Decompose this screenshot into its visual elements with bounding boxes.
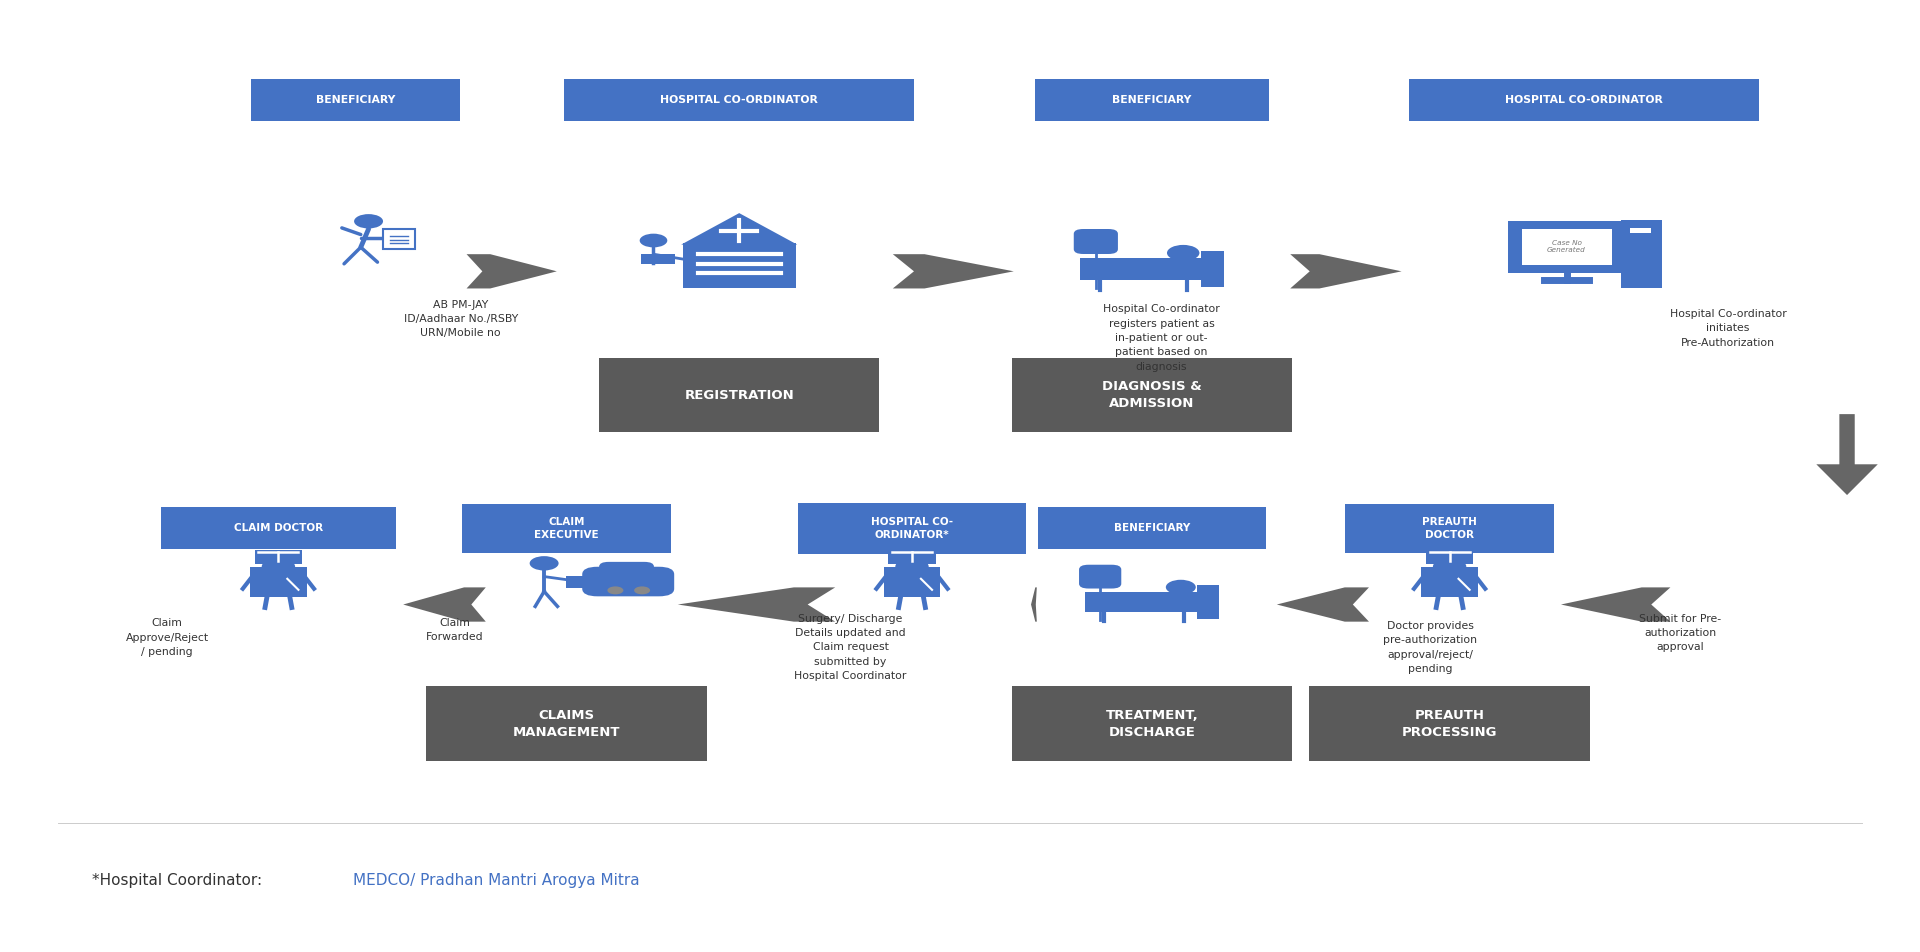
Polygon shape (678, 587, 835, 622)
Polygon shape (1277, 587, 1369, 622)
FancyBboxPatch shape (883, 567, 941, 597)
Text: TREATMENT,
DISCHARGE: TREATMENT, DISCHARGE (1106, 708, 1198, 739)
FancyBboxPatch shape (1200, 251, 1225, 288)
Text: CLAIM DOCTOR: CLAIM DOCTOR (234, 524, 323, 533)
FancyBboxPatch shape (582, 566, 674, 596)
Text: Hospital Co-ordinator
initiates
Pre-Authorization: Hospital Co-ordinator initiates Pre-Auth… (1670, 309, 1786, 347)
Text: PREAUTH
PROCESSING: PREAUTH PROCESSING (1402, 708, 1498, 739)
FancyBboxPatch shape (1521, 228, 1611, 265)
FancyBboxPatch shape (1037, 507, 1267, 549)
FancyBboxPatch shape (566, 576, 595, 588)
Text: Case No
Generated: Case No Generated (1548, 240, 1586, 253)
FancyBboxPatch shape (889, 550, 935, 565)
FancyBboxPatch shape (1507, 221, 1626, 273)
Circle shape (634, 586, 651, 594)
Circle shape (261, 558, 296, 575)
Circle shape (607, 586, 624, 594)
FancyArrow shape (1816, 414, 1878, 495)
Circle shape (1167, 245, 1200, 261)
Text: HOSPITAL CO-ORDINATOR: HOSPITAL CO-ORDINATOR (660, 95, 818, 105)
Text: BENEFICIARY: BENEFICIARY (315, 95, 396, 105)
FancyBboxPatch shape (641, 254, 674, 264)
Text: HOSPITAL CO-ORDINATOR: HOSPITAL CO-ORDINATOR (1505, 95, 1663, 105)
Text: Surgery/ Discharge
Details updated and
Claim request
submitted by
Hospital Coord: Surgery/ Discharge Details updated and C… (795, 613, 906, 682)
FancyBboxPatch shape (799, 503, 1025, 554)
Circle shape (639, 233, 668, 248)
Text: *Hospital Coordinator:: *Hospital Coordinator: (92, 873, 267, 888)
Polygon shape (467, 254, 557, 288)
FancyBboxPatch shape (1630, 228, 1651, 233)
Circle shape (895, 558, 929, 575)
Text: Hospital Co-ordinator
registers patient as
in-patient or out-
patient based on
d: Hospital Co-ordinator registers patient … (1104, 304, 1219, 372)
Text: REGISTRATION: REGISTRATION (684, 388, 795, 402)
FancyBboxPatch shape (1409, 79, 1759, 121)
Text: Claim
Approve/Reject
/ pending: Claim Approve/Reject / pending (125, 619, 209, 657)
FancyBboxPatch shape (1073, 229, 1117, 254)
Circle shape (530, 556, 559, 570)
FancyBboxPatch shape (1012, 358, 1292, 432)
Circle shape (353, 214, 384, 228)
FancyBboxPatch shape (1196, 585, 1219, 619)
FancyBboxPatch shape (1344, 504, 1555, 553)
FancyBboxPatch shape (1421, 567, 1478, 597)
Polygon shape (1561, 587, 1670, 622)
FancyBboxPatch shape (255, 550, 301, 565)
Text: BENEFICIARY: BENEFICIARY (1114, 524, 1190, 533)
FancyBboxPatch shape (1012, 686, 1292, 761)
Polygon shape (1290, 254, 1402, 288)
FancyBboxPatch shape (426, 686, 707, 761)
FancyBboxPatch shape (564, 79, 914, 121)
Text: CLAIM
EXECUTIVE: CLAIM EXECUTIVE (534, 517, 599, 540)
FancyBboxPatch shape (1035, 79, 1269, 121)
FancyBboxPatch shape (599, 562, 655, 581)
Text: MEDCO/ Pradhan Mantri Arogya Mitra: MEDCO/ Pradhan Mantri Arogya Mitra (353, 873, 639, 888)
Circle shape (1432, 558, 1467, 575)
FancyBboxPatch shape (1079, 565, 1121, 588)
FancyBboxPatch shape (461, 504, 672, 553)
Text: AB PM-JAY
ID/Aadhaar No./RSBY
URN/Mobile no: AB PM-JAY ID/Aadhaar No./RSBY URN/Mobile… (403, 300, 518, 338)
Polygon shape (682, 213, 797, 245)
Text: Doctor provides
pre-authorization
approval/reject/
pending: Doctor provides pre-authorization approv… (1384, 621, 1476, 674)
Circle shape (1165, 580, 1196, 595)
FancyBboxPatch shape (1079, 259, 1225, 280)
FancyBboxPatch shape (161, 507, 396, 549)
Text: HOSPITAL CO-
ORDINATOR*: HOSPITAL CO- ORDINATOR* (872, 517, 952, 540)
FancyBboxPatch shape (1085, 592, 1219, 612)
FancyBboxPatch shape (599, 358, 879, 432)
Text: Claim
Forwarded: Claim Forwarded (426, 618, 484, 643)
Polygon shape (893, 254, 1014, 288)
Text: BENEFICIARY: BENEFICIARY (1112, 95, 1192, 105)
FancyBboxPatch shape (1309, 686, 1590, 761)
Text: Submit for Pre-
authorization
approval: Submit for Pre- authorization approval (1640, 614, 1720, 652)
Polygon shape (1031, 587, 1037, 622)
Text: CLAIMS
MANAGEMENT: CLAIMS MANAGEMENT (513, 708, 620, 739)
FancyBboxPatch shape (1427, 550, 1473, 565)
Text: PREAUTH
DOCTOR: PREAUTH DOCTOR (1423, 517, 1476, 540)
FancyBboxPatch shape (382, 228, 415, 249)
Text: DIAGNOSIS &
ADMISSION: DIAGNOSIS & ADMISSION (1102, 380, 1202, 410)
Polygon shape (403, 587, 486, 622)
FancyBboxPatch shape (250, 79, 461, 121)
FancyBboxPatch shape (250, 567, 307, 597)
FancyBboxPatch shape (1620, 221, 1663, 288)
FancyBboxPatch shape (684, 243, 795, 288)
